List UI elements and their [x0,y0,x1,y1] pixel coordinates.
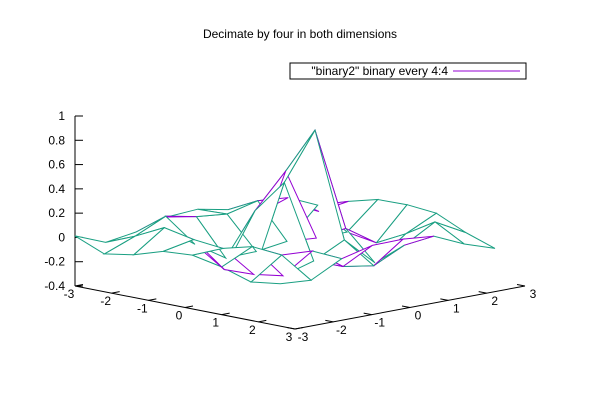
y-tick [325,319,334,323]
y-tick-label: -1 [374,316,385,330]
z-tick-label: 1 [58,109,65,123]
axes: -3 -2 -1 0 1 2 3 -3 -2 -1 0 1 2 3 -0.4 -0.2 0 0.2 0.4 0.6 0.… [44,109,536,344]
chart-title: Decimate by four in both dimensions [203,27,397,41]
z-tick-label: 0.2 [48,206,65,220]
wireframe-surface [74,128,496,285]
x-tick [148,298,157,301]
x-tick [221,312,230,316]
x-tick-label: 2 [249,323,256,337]
x-tick-label: -2 [100,294,111,308]
y-tick [363,312,372,316]
x-tick-label: -3 [64,287,75,301]
y-tick [478,291,487,294]
z-tick-label: -0.4 [44,279,65,293]
y-tick-label: -2 [336,323,347,337]
surface-cell [74,235,136,255]
x-tick-label: 0 [176,309,183,323]
y-tick-label: 0 [415,309,422,323]
x-tick-label: -1 [137,301,148,315]
x-tick [294,327,304,330]
legend: "binary2" binary every 4:4 [289,62,527,80]
y-tick [516,284,526,287]
y-tick-label: 1 [453,301,460,315]
y-tick-label: -3 [298,330,309,344]
x-tick [111,291,120,294]
x-tick [184,305,194,308]
y-tick-label: 3 [530,287,537,301]
x-tick-label: 1 [212,316,219,330]
y-tick [401,305,411,308]
z-tick-label: 0 [58,230,65,244]
x-tick [258,319,267,323]
y-tick-label: 2 [491,294,498,308]
z-tick-label: 0.4 [48,182,65,196]
legend-box [289,62,527,80]
z-tick-label: 0.8 [48,133,65,147]
x-tick-label: 3 [286,330,293,344]
z-tick-label: 0.6 [48,158,65,172]
y-tick [286,327,296,330]
legend-label: "binary2" binary every 4:4 [311,64,448,78]
y-tick [440,298,449,301]
z-tick-label: -0.2 [44,255,65,269]
